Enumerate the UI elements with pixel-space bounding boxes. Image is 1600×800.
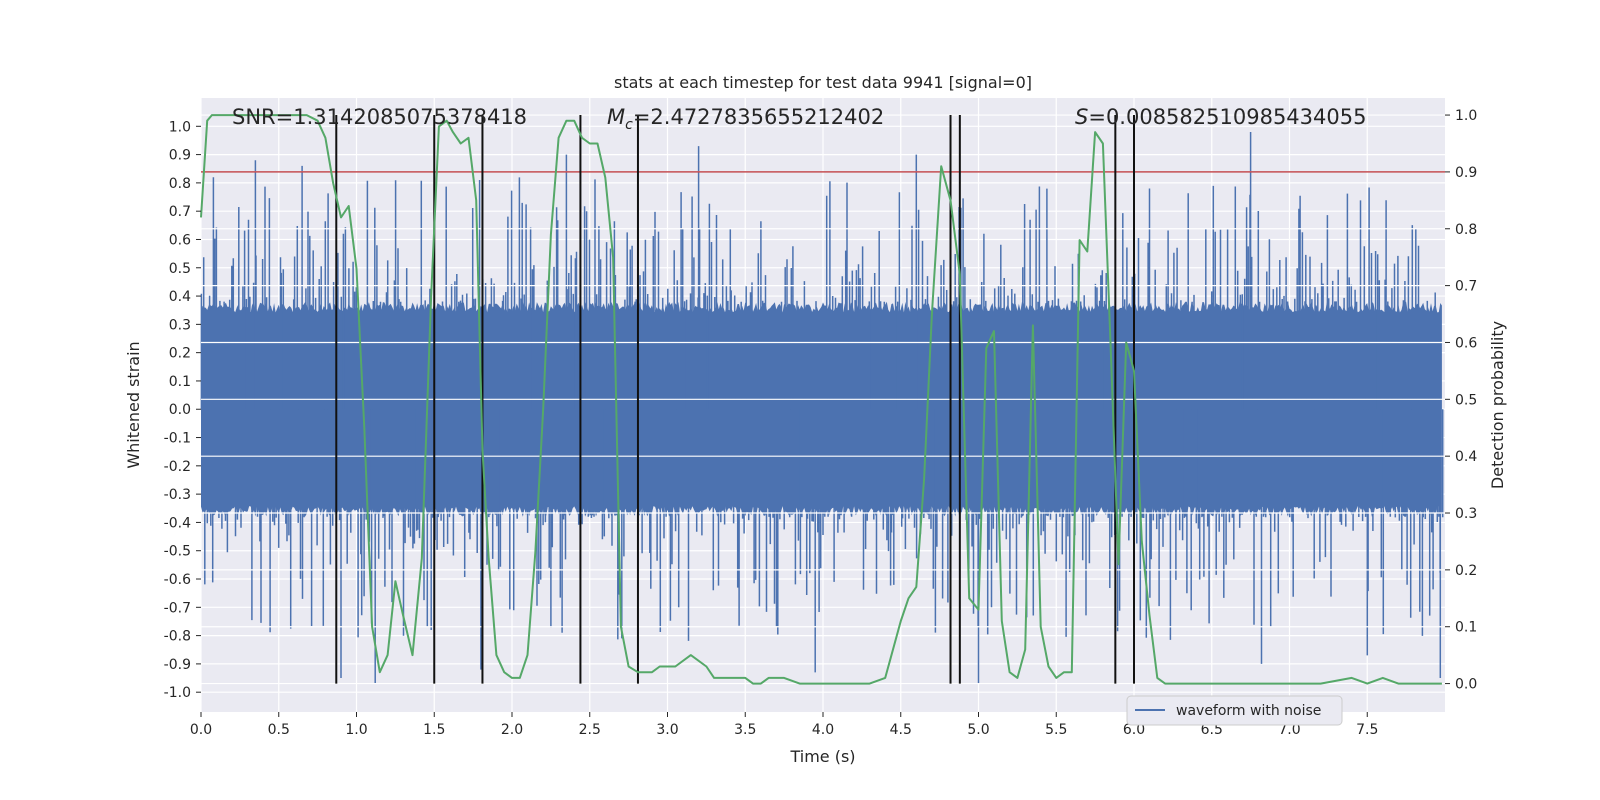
x-tick-label: 2.0 bbox=[501, 722, 523, 738]
x-tick-label: 6.5 bbox=[1201, 722, 1223, 738]
y-tick-label-right: 0.3 bbox=[1455, 506, 1477, 522]
y-tick-label: 0.9 bbox=[169, 148, 191, 164]
y-tick-label: 0.6 bbox=[169, 232, 191, 248]
y-tick-label: -0.2 bbox=[164, 459, 191, 475]
s-value: =0.008582510985434055 bbox=[1088, 105, 1366, 129]
y-tick-label: -0.9 bbox=[164, 657, 191, 673]
y-tick-label: 0.8 bbox=[169, 176, 191, 192]
y-tick-label: -0.8 bbox=[164, 629, 191, 645]
y-tick-label: 1.0 bbox=[169, 119, 191, 135]
chart-title: stats at each timestep for test data 994… bbox=[614, 73, 1032, 92]
chirp-mass-subscript: c bbox=[625, 117, 633, 133]
y-tick-label: -0.4 bbox=[164, 515, 191, 531]
chirp-mass-symbol: M bbox=[607, 105, 625, 129]
y-tick-label-right: 0.8 bbox=[1455, 222, 1477, 238]
y-tick-label: -0.3 bbox=[164, 487, 191, 503]
y-tick-label-right: 0.0 bbox=[1455, 677, 1477, 693]
y-tick-label: 0.3 bbox=[169, 317, 191, 333]
legend-label: waveform with noise bbox=[1176, 703, 1321, 719]
legend-box bbox=[1126, 695, 1343, 726]
y-tick-label: 0.2 bbox=[169, 346, 191, 362]
y-tick-label: 0.1 bbox=[169, 374, 191, 390]
x-tick-label: 6.0 bbox=[1123, 722, 1145, 738]
y-tick-label: -0.7 bbox=[164, 600, 191, 616]
y-tick-label: 0.7 bbox=[169, 204, 191, 220]
y-tick-label-right: 0.9 bbox=[1455, 165, 1477, 181]
x-tick-label: 3.0 bbox=[656, 722, 678, 738]
s-symbol: S bbox=[1075, 105, 1088, 129]
y-tick-label-right: 0.2 bbox=[1455, 563, 1477, 579]
vertical-markers bbox=[335, 115, 1135, 684]
x-tick-label: 4.5 bbox=[890, 722, 912, 738]
x-tick-label: 1.5 bbox=[423, 722, 445, 738]
y-tick-label: 0.4 bbox=[169, 289, 191, 305]
y-tick-label: 0.0 bbox=[169, 402, 191, 418]
x-tick-label: 7.0 bbox=[1278, 722, 1300, 738]
y-tick-label-right: 0.6 bbox=[1455, 335, 1477, 351]
x-tick-label: 5.0 bbox=[967, 722, 989, 738]
chirp-mass-annotation: Mc=2.4727835655212402 bbox=[607, 105, 884, 133]
snr-annotation: SNR=1.3142085075378418 bbox=[232, 105, 527, 129]
x-tick-label: 4.0 bbox=[812, 722, 834, 738]
y-tick-label: -0.6 bbox=[164, 572, 191, 588]
x-tick-label: 7.5 bbox=[1356, 722, 1378, 738]
waveform-series bbox=[200, 132, 1444, 684]
s-annotation: S=0.008582510985434055 bbox=[1075, 105, 1366, 129]
x-tick-label: 2.5 bbox=[579, 722, 601, 738]
y-tick-label: -1.0 bbox=[164, 685, 191, 701]
y-tick-label-right: 0.4 bbox=[1455, 449, 1477, 465]
chirp-mass-value: =2.4727835655212402 bbox=[633, 105, 884, 129]
y-tick-label-right: 1.0 bbox=[1455, 108, 1477, 124]
x-tick-label: 3.5 bbox=[734, 722, 756, 738]
y-axis-label: Whitened strain bbox=[124, 341, 143, 468]
y-tick-label: -0.1 bbox=[164, 431, 191, 447]
y-axis-label-right: Detection probability bbox=[1488, 321, 1507, 489]
probability-line bbox=[200, 114, 1442, 685]
x-tick-label: 0.5 bbox=[268, 722, 290, 738]
ticks: 0.0 0.5 1.0 1.5 2.0 2.5 3.0 3.5 4.0 4.5 5.0 5.5 6.0 6… bbox=[164, 108, 1478, 738]
x-axis-label: Time (s) bbox=[789, 747, 855, 766]
x-tick-label: 0.0 bbox=[190, 722, 212, 738]
x-tick-label: 5.5 bbox=[1045, 722, 1067, 738]
y-tick-label-right: 0.1 bbox=[1455, 620, 1477, 636]
legend: waveform with noise bbox=[1126, 695, 1343, 726]
y-tick-label: -0.5 bbox=[164, 544, 191, 560]
x-tick-label: 1.0 bbox=[345, 722, 367, 738]
y-tick-label-right: 0.7 bbox=[1455, 279, 1477, 295]
y-tick-label: 0.5 bbox=[169, 261, 191, 277]
y-tick-label-right: 0.5 bbox=[1455, 392, 1477, 408]
